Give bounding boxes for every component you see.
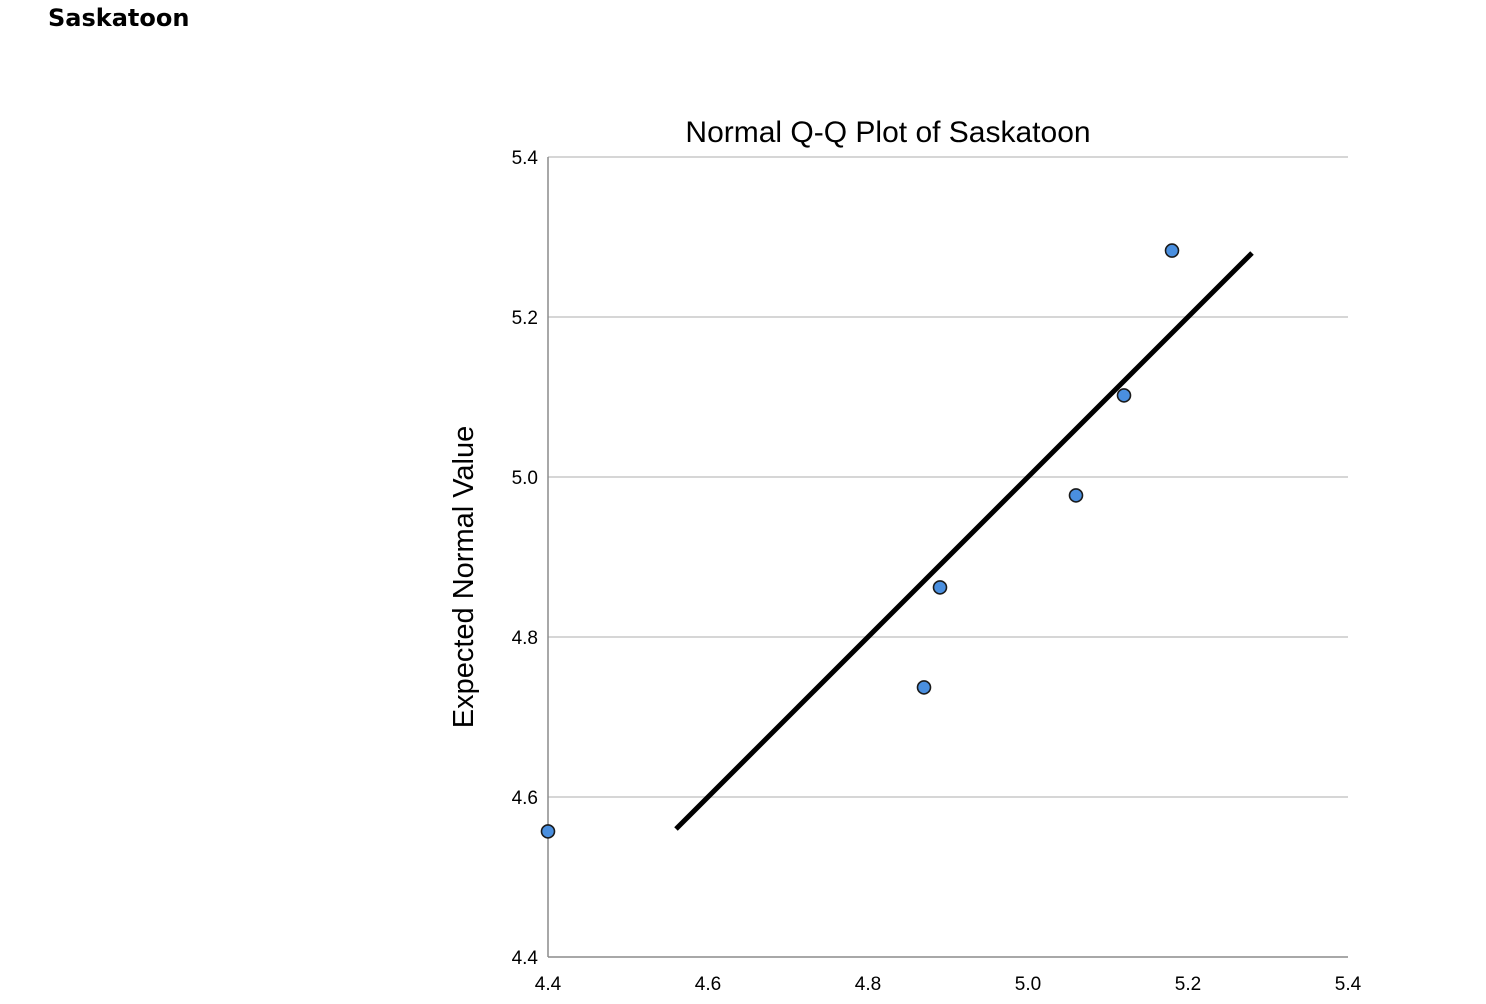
section-heading: Saskatoon [48, 4, 190, 32]
x-tick-label: 4.4 [535, 974, 562, 995]
x-tick-label: 5.4 [1335, 974, 1362, 995]
data-point [932, 580, 948, 595]
data-point [1116, 388, 1132, 403]
tick-labels: 4.4 4.6 4.8 5.0 5.2 5.4 4.4 4.6 4.8 5.0 5.2 5.4 [512, 148, 1362, 995]
x-tick-label: 5.0 [1015, 974, 1041, 995]
data-point [916, 680, 932, 695]
y-tick-label: 5.0 [512, 468, 538, 489]
y-tick-label: 5.2 [512, 308, 538, 329]
x-tick-label: 4.8 [855, 974, 881, 995]
y-tick-label: 4.4 [512, 948, 539, 969]
y-tick-label: 5.4 [512, 148, 539, 169]
x-tick-label: 4.6 [695, 974, 721, 995]
data-point [1164, 243, 1180, 258]
data-point [1068, 488, 1084, 503]
y-tick-label: 4.8 [512, 628, 538, 649]
data-point [540, 824, 556, 839]
x-tick-label: 5.2 [1175, 974, 1201, 995]
y-tick-label: 4.6 [512, 788, 538, 809]
chart-title: Normal Q-Q Plot of Saskatoon [685, 116, 1090, 149]
reference-line [674, 251, 1254, 831]
grid-lines [548, 156, 1348, 798]
data-points [540, 243, 1180, 839]
y-axis-label: Expected Normal Value [448, 426, 480, 729]
reference-line-group [674, 251, 1254, 831]
axes [547, 157, 1348, 958]
